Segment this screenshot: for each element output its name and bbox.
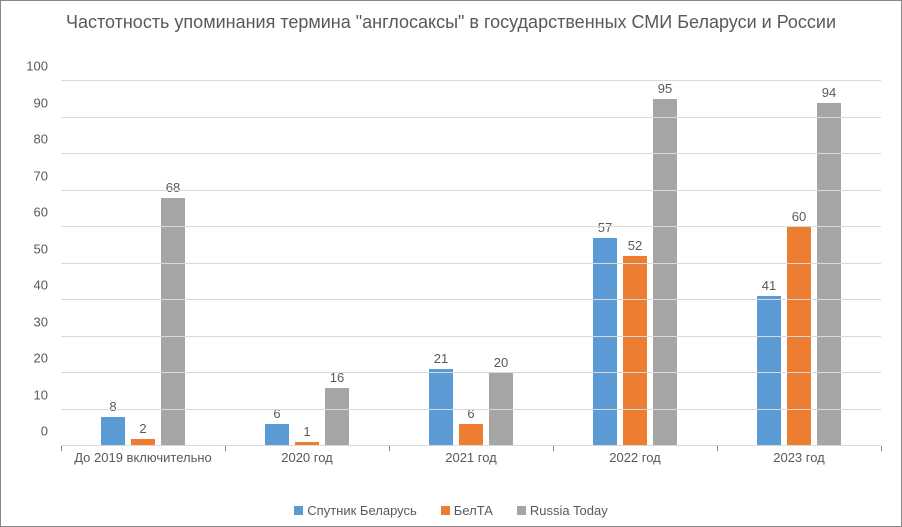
bar-value-label: 94 — [822, 85, 836, 100]
bar-group: 575295 — [553, 81, 717, 446]
bar: 6 — [459, 424, 483, 446]
bar-group: 21 6 20 — [389, 81, 553, 446]
legend-label: БелТА — [454, 503, 493, 518]
y-tick-label: 70 — [34, 168, 48, 183]
bar-value-label: 95 — [658, 81, 672, 96]
y-tick-label: 90 — [34, 95, 48, 110]
chart-container: Частотность упоминания термина "англосак… — [0, 0, 902, 527]
y-tick-label: 0 — [41, 424, 48, 439]
gridline — [61, 226, 881, 227]
gridline — [61, 153, 881, 154]
bar: 20 — [489, 373, 513, 446]
bar-group: 8268 — [61, 81, 225, 446]
legend-swatch — [441, 506, 450, 515]
gridline — [61, 409, 881, 410]
legend-swatch — [294, 506, 303, 515]
gridline — [61, 372, 881, 373]
y-tick-label: 100 — [26, 59, 48, 74]
legend: Спутник Беларусь БелТА Russia Today — [1, 503, 901, 518]
bar: 8 — [101, 417, 125, 446]
x-tick-mark — [881, 446, 882, 451]
bar: 57 — [593, 238, 617, 446]
legend-item: Russia Today — [517, 503, 608, 518]
bar: 52 — [623, 256, 647, 446]
chart-title: Частотность упоминания термина "англосак… — [1, 1, 901, 40]
legend-item: Спутник Беларусь — [294, 503, 416, 518]
x-tick-label: 2021 год — [389, 446, 553, 482]
x-tick-label: 2022 год — [553, 446, 717, 482]
y-axis: 0102030405060708090100 — [1, 81, 56, 446]
y-tick-label: 80 — [34, 132, 48, 147]
bar: 60 — [787, 227, 811, 446]
x-tick-label: До 2019 включительно — [61, 446, 225, 482]
plot-area: 8268611621620575295416094 — [61, 81, 881, 446]
bar-value-label: 52 — [628, 238, 642, 253]
bar-value-label: 21 — [434, 351, 448, 366]
bar: 6 — [265, 424, 289, 446]
legend-item: БелТА — [441, 503, 493, 518]
x-tick-label: 2020 год — [225, 446, 389, 482]
x-axis: До 2019 включительно2020 год2021 год2022… — [61, 446, 881, 482]
bar-value-label: 41 — [762, 278, 776, 293]
x-tick-label: 2023 год — [717, 446, 881, 482]
y-tick-label: 10 — [34, 387, 48, 402]
bar-value-label: 60 — [792, 209, 806, 224]
gridline — [61, 263, 881, 264]
bar-value-label: 8 — [109, 399, 116, 414]
bar-group: 416094 — [717, 81, 881, 446]
bar: 95 — [653, 99, 677, 446]
gridline — [61, 336, 881, 337]
gridline — [61, 117, 881, 118]
y-tick-label: 50 — [34, 241, 48, 256]
y-tick-label: 30 — [34, 314, 48, 329]
legend-label: Russia Today — [530, 503, 608, 518]
gridline — [61, 80, 881, 81]
legend-swatch — [517, 506, 526, 515]
bar: 94 — [817, 103, 841, 446]
bar-value-label: 57 — [598, 220, 612, 235]
bar-group: 61 16 — [225, 81, 389, 446]
bar-value-label: 1 — [303, 424, 310, 439]
gridline — [61, 299, 881, 300]
y-tick-label: 40 — [34, 278, 48, 293]
bar-value-label: 2 — [139, 421, 146, 436]
y-tick-label: 20 — [34, 351, 48, 366]
gridline — [61, 190, 881, 191]
bar-value-label: 20 — [494, 355, 508, 370]
y-tick-label: 60 — [34, 205, 48, 220]
bar: 16 — [325, 388, 349, 446]
legend-label: Спутник Беларусь — [307, 503, 416, 518]
bar-value-label: 68 — [166, 180, 180, 195]
bars-area: 8268611621620575295416094 — [61, 81, 881, 446]
